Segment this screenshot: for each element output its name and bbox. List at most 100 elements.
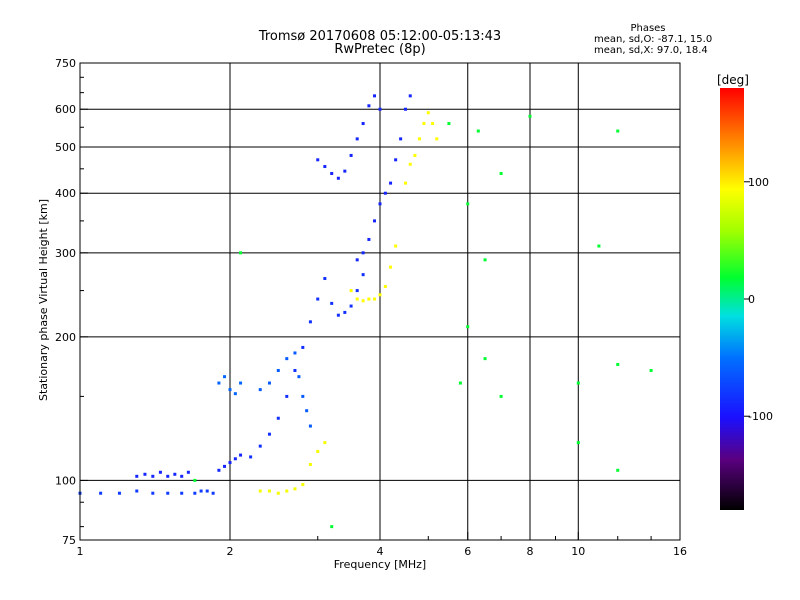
data-point <box>99 491 103 495</box>
data-point <box>399 137 403 141</box>
colorbar-tick-label: -100 <box>748 410 773 423</box>
data-point <box>466 325 470 329</box>
data-point <box>316 158 320 162</box>
data-point <box>616 129 620 133</box>
data-point <box>483 258 487 262</box>
x-tick-label: 6 <box>464 545 471 558</box>
data-point <box>217 381 221 385</box>
data-point <box>301 394 305 398</box>
data-point <box>323 441 327 445</box>
data-point <box>476 129 480 133</box>
trace-x-f2 <box>349 111 439 303</box>
legend-line-o: mean, sd,O: -87.1, 15.0 <box>594 34 712 45</box>
trace-o-f1-lower <box>249 273 365 459</box>
data-point <box>258 388 262 392</box>
data-point <box>408 162 412 166</box>
chart-title: Tromsø 20170608 05:12:00-05:13:43 <box>258 29 501 44</box>
data-point <box>285 394 289 398</box>
data-point <box>258 489 262 493</box>
data-point <box>422 122 426 126</box>
y-axis-label: Stationary phase Virtual Height [km] <box>37 199 50 401</box>
y-ticks: 75 100 200 300 400 500 600 750 <box>55 57 88 547</box>
data-point <box>233 392 237 396</box>
data-point <box>267 489 271 493</box>
data-point <box>389 265 393 269</box>
data-point <box>239 453 243 457</box>
y-tick-label: 400 <box>55 187 76 200</box>
data-point <box>316 449 320 453</box>
data-point <box>426 111 430 115</box>
data-point <box>417 137 421 141</box>
data-point <box>616 468 620 472</box>
data-point <box>383 191 387 195</box>
x-tick-label: 1 <box>77 545 84 558</box>
data-point <box>297 375 301 379</box>
chart-subtitle: RwPretec (8p) <box>334 42 425 57</box>
data-point <box>355 258 359 262</box>
trace-o-f1-cusp <box>258 351 312 428</box>
x-tick-label: 8 <box>527 545 534 558</box>
data-point <box>330 171 334 175</box>
data-point <box>367 237 371 241</box>
data-point <box>373 219 377 223</box>
data-point <box>343 310 347 314</box>
data-point <box>466 202 470 206</box>
data-point <box>336 313 340 317</box>
data-point <box>186 470 190 474</box>
data-point <box>276 416 280 420</box>
data-point <box>349 304 353 308</box>
data-point <box>217 468 221 472</box>
data-point <box>223 464 227 468</box>
data-point <box>389 181 393 185</box>
data-point <box>276 491 280 495</box>
data-point <box>361 251 365 255</box>
data-point <box>293 351 297 355</box>
data-point <box>323 277 327 281</box>
data-point <box>616 362 620 366</box>
data-point <box>211 491 215 495</box>
data-point <box>435 137 439 141</box>
colorbar-ticks: 100 0 -100 <box>744 176 773 423</box>
data-point <box>166 491 170 495</box>
data-point <box>343 169 347 173</box>
data-point <box>349 289 353 293</box>
data-point <box>308 462 312 466</box>
x-tick-label: 2 <box>227 545 234 558</box>
data-point <box>285 489 289 493</box>
y-tick-label: 200 <box>55 331 76 344</box>
data-points <box>78 94 653 529</box>
y-tick-label: 75 <box>62 534 76 547</box>
data-point <box>301 483 305 487</box>
y-tick-label: 750 <box>55 57 76 70</box>
trace-o-early-f <box>217 375 243 396</box>
data-point <box>308 320 312 324</box>
data-point <box>151 491 155 495</box>
data-point <box>258 444 262 448</box>
data-point <box>143 472 147 476</box>
data-point <box>355 289 359 293</box>
data-point <box>394 158 398 162</box>
data-point <box>403 107 407 111</box>
data-point <box>413 153 417 157</box>
data-point <box>308 424 312 428</box>
data-point <box>205 489 209 493</box>
data-point <box>431 122 435 126</box>
data-point <box>649 368 653 372</box>
data-point <box>378 107 382 111</box>
data-point <box>597 244 601 248</box>
data-point <box>293 368 297 372</box>
data-point <box>316 297 320 301</box>
data-point <box>193 478 197 482</box>
x-ticks: 1 2 4 6 8 10 16 <box>77 532 687 558</box>
data-point <box>528 114 532 118</box>
data-point <box>394 244 398 248</box>
data-point <box>151 474 155 478</box>
data-point <box>249 455 253 459</box>
data-point <box>361 299 365 303</box>
colorbar-tick-label: 0 <box>748 293 755 306</box>
trace-o-e-layer <box>78 489 215 495</box>
trace-x-f1 <box>258 441 327 495</box>
legend-line-x: mean, sd,X: 97.0, 18.4 <box>594 45 708 56</box>
data-point <box>447 122 451 126</box>
data-point <box>499 171 503 175</box>
